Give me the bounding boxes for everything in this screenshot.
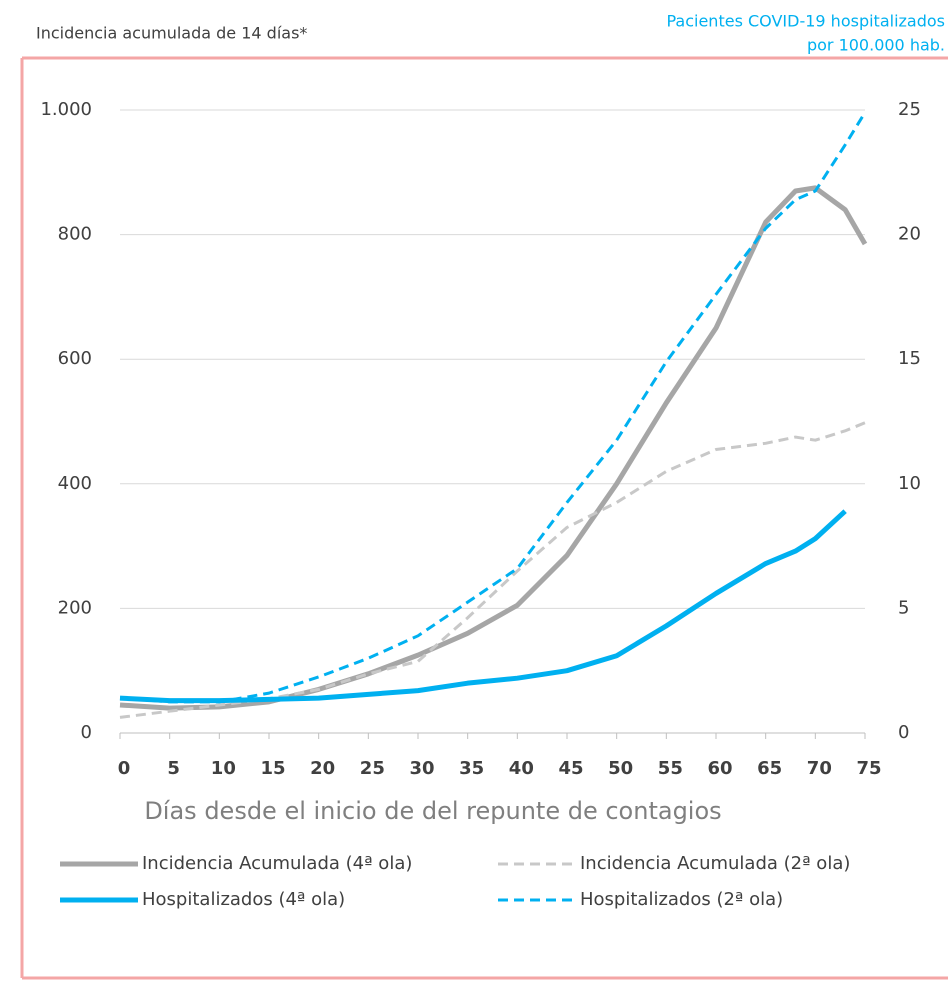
y-tick-label: 800 — [58, 224, 92, 245]
x-tick-label: 55 — [658, 758, 683, 779]
x-tick-label: 65 — [757, 758, 782, 779]
y-tick-label: 600 — [58, 348, 92, 369]
y2-tick-label: 0 — [898, 722, 909, 743]
legend-label: Hospitalizados (4ª ola) — [142, 889, 345, 910]
x-tick-label: 25 — [360, 758, 385, 779]
x-tick-label: 5 — [167, 758, 180, 779]
y2-tick-label: 10 — [898, 473, 921, 494]
y-tick-label: 400 — [58, 473, 92, 494]
legend-label: Incidencia Acumulada (2ª ola) — [580, 853, 850, 874]
y2-tick-label: 20 — [898, 224, 921, 245]
x-tick-label: 20 — [310, 758, 335, 779]
x-axis-title: Días desde el inicio de del repunte de c… — [144, 797, 721, 825]
x-tick-label: 75 — [856, 758, 881, 779]
x-tick-label: 70 — [807, 758, 832, 779]
legend-label: Hospitalizados (2ª ola) — [580, 889, 783, 910]
legend-label: Incidencia Acumulada (4ª ola) — [142, 853, 412, 874]
x-tick-label: 60 — [707, 758, 732, 779]
series-line — [119, 509, 847, 704]
y-axis-title: Incidencia acumulada de 14 días* — [36, 24, 307, 43]
y2-axis-title: Pacientes COVID-19 hospitalizados — [666, 12, 945, 31]
y2-tick-label: 25 — [898, 99, 921, 120]
y2-tick-label: 5 — [898, 597, 909, 618]
x-tick-label: 15 — [260, 758, 285, 779]
x-tick-label: 50 — [608, 758, 633, 779]
x-tick-label: 0 — [118, 758, 131, 779]
y-tick-label: 0 — [81, 722, 92, 743]
x-tick-label: 30 — [409, 758, 434, 779]
series-line — [119, 185, 868, 711]
y2-axis-title: por 100.000 hab. — [807, 36, 945, 55]
x-tick-label: 45 — [558, 758, 583, 779]
y-tick-label: 1.000 — [40, 99, 92, 120]
x-tick-label: 40 — [509, 758, 534, 779]
series-line — [119, 111, 867, 704]
y2-tick-label: 15 — [898, 348, 921, 369]
x-tick-label: 10 — [211, 758, 236, 779]
series-line — [119, 421, 866, 719]
x-tick-label: 35 — [459, 758, 484, 779]
y-tick-label: 200 — [58, 597, 92, 618]
